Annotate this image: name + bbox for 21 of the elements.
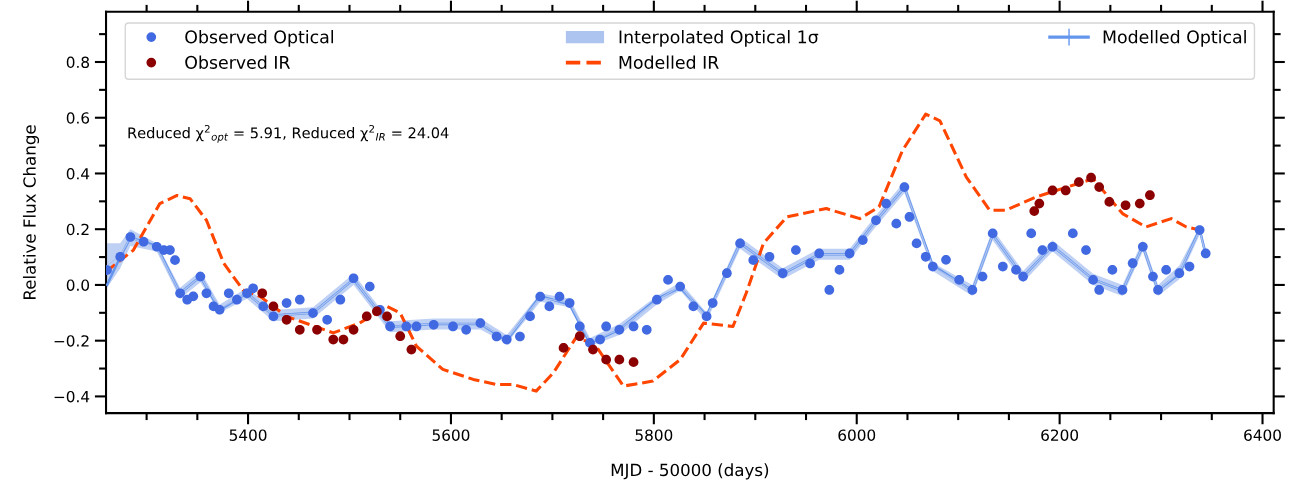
y-axis-title: Relative Flux Change [22,125,40,299]
y-tick-label: 0.8 [66,56,90,69]
legend-label: Modelled Optical [1103,30,1246,47]
x-axis-title: MJD - 50000 (days) [611,463,769,480]
x-tick-label: 6000 [838,429,876,441]
legend-label: Observed IR [185,55,291,69]
x-tick-label: 6400 [1244,429,1281,441]
legend-label: Interpolated Optical 1σ [619,30,819,47]
y-tick-label: −0.2 [54,335,89,347]
x-tick-label: 5600 [432,429,470,441]
legend-label: Observed Optical [185,30,334,47]
annotation: Reduced χ$^{2}$$_{opt}$ = 5.91, Reduced χ$^{2}$$_{IR}$ = 24.04 [128,124,449,143]
y-tick-label: 0.0 [66,279,90,291]
x-tick-label: 6200 [1041,429,1079,441]
x-tick-label: 5400 [229,429,267,441]
y-tick-label: 0.6 [66,112,90,124]
x-tick-label: 5800 [635,429,673,441]
y-tick-label: 0.4 [66,167,90,180]
y-tick-label: −0.4 [54,390,90,403]
y-tick-label: 0.2 [66,223,89,236]
legend-label: Modelled IR [619,55,719,69]
